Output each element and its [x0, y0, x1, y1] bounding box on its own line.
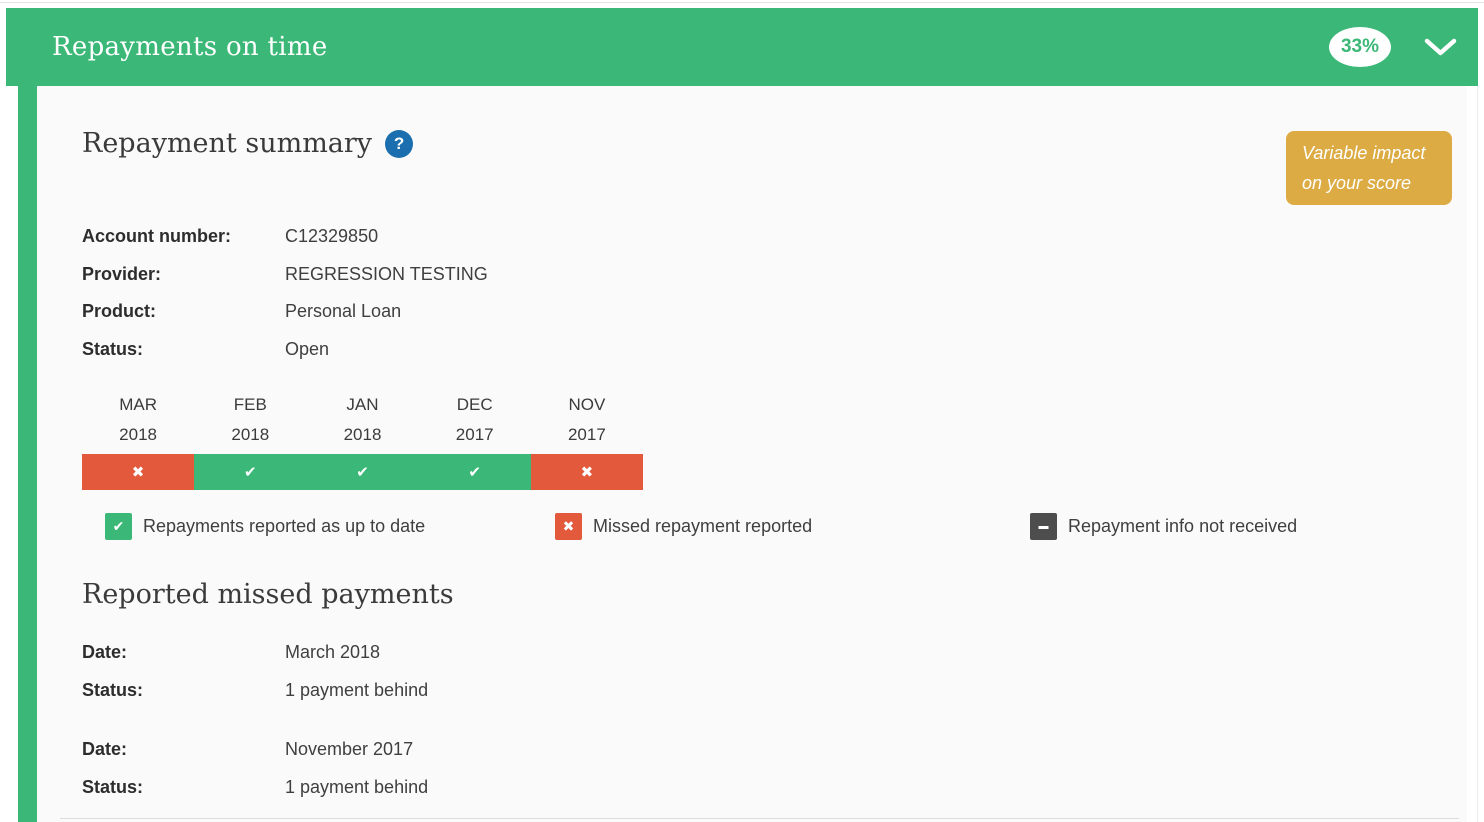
dash-icon: ▬ [1030, 513, 1057, 540]
field-value: Personal Loan [285, 301, 402, 321]
legend-label: Missed repayment reported [593, 516, 813, 536]
card-body: Repayment summary ? Variable impact on y… [6, 86, 1478, 822]
missed-payments-list: Date: March 2018 Status: 1 payment behin… [82, 634, 1422, 806]
impact-badge-line2: on your score [1302, 173, 1412, 193]
legend-item-not-received: ▬ Repayment info not received [1030, 513, 1422, 540]
content-panel: Repayment summary ? Variable impact on y… [37, 86, 1467, 822]
date-row: Date: March 2018 [82, 634, 1422, 672]
account-number-row: Account number: C12329850 [82, 218, 1422, 256]
repayment-status-cell: ✖ [82, 454, 195, 490]
impact-badge-line1: Variable impact [1302, 143, 1426, 163]
field-value: 1 payment behind [285, 679, 429, 700]
field-label: Status: [82, 679, 144, 700]
legend-label: Repayment info not received [1068, 516, 1298, 536]
field-value: C12329850 [285, 226, 379, 246]
chevron-down-icon[interactable] [1424, 38, 1457, 57]
repayment-status-cell: ✔ [418, 454, 531, 490]
month-label: MAR 2018 [119, 395, 157, 444]
field-label: Status: [82, 338, 144, 359]
timeline-legend: ✔ Repayments reported as up to date ✖ Mi… [82, 513, 1422, 540]
provider-row: Provider: REGRESSION TESTING [82, 256, 1422, 294]
date-row: Date: November 2017 [82, 731, 1422, 769]
status-row: Status: 1 payment behind [82, 769, 1422, 807]
left-gap [6, 86, 18, 822]
field-label: Account number: [82, 226, 232, 246]
field-label: Date: [82, 642, 128, 662]
repayment-status-cell: ✔ [306, 454, 419, 490]
repayment-status-cell: ✔ [194, 454, 307, 490]
field-label: Status: [82, 776, 144, 797]
month-label: DEC 2017 [455, 395, 494, 444]
repayments-header[interactable]: Repayments on time 33% [6, 8, 1478, 86]
field-label: Provider: [82, 263, 162, 284]
month-label: JAN 2018 [343, 395, 382, 444]
accent-bar [18, 86, 37, 822]
field-value: November 2017 [285, 739, 414, 759]
legend-item-up-to-date: ✔ Repayments reported as up to date [105, 513, 555, 540]
legend-label: Repayments reported as up to date [143, 516, 426, 536]
field-value: Open [285, 338, 330, 359]
field-label: Date: [82, 739, 128, 759]
month-label: NOV 2017 [567, 395, 606, 444]
missed-payment-entry: Date: March 2018 Status: 1 payment behin… [82, 634, 1422, 709]
repayment-summary-title: Repayment summary [82, 128, 373, 159]
page-title: Repayments on time [52, 32, 328, 62]
field-label: Product: [82, 301, 156, 321]
repayments-card: Repayments on time 33% Repayment summary… [6, 8, 1478, 822]
repayment-summary-heading: Repayment summary ? [82, 126, 1422, 162]
check-icon: ✔ [105, 513, 132, 540]
field-value: 1 payment behind [285, 776, 429, 797]
bottom-divider [60, 818, 1459, 819]
help-icon[interactable]: ? [385, 130, 414, 158]
top-divider [0, 2, 1484, 3]
status-row: Status: 1 payment behind [82, 672, 1422, 710]
field-value: REGRESSION TESTING [285, 263, 488, 284]
cross-icon: ✖ [555, 513, 582, 540]
field-value: March 2018 [285, 642, 381, 662]
status-row: Status: Open [82, 331, 1422, 369]
account-details: Account number: C12329850 Provider: REGR… [82, 218, 1422, 368]
month-label: FEB 2018 [231, 395, 270, 444]
timeline-strip: ✖ ✔ ✔ ✔ ✖ [82, 454, 643, 490]
score-badge: 33% [1329, 27, 1391, 67]
repayment-status-cell: ✖ [530, 454, 643, 490]
legend-item-missed: ✖ Missed repayment reported [555, 513, 1030, 540]
product-row: Product: Personal Loan [82, 293, 1422, 331]
missed-payment-entry: Date: November 2017 Status: 1 payment be… [82, 731, 1422, 806]
repayment-timeline: MAR 2018 FEB 2018 JAN 2018 DEC 2017 [82, 390, 643, 490]
impact-badge: Variable impact on your score [1286, 131, 1452, 205]
timeline-months: MAR 2018 FEB 2018 JAN 2018 DEC 2017 [82, 390, 643, 450]
missed-payments-heading: Reported missed payments [82, 579, 454, 610]
